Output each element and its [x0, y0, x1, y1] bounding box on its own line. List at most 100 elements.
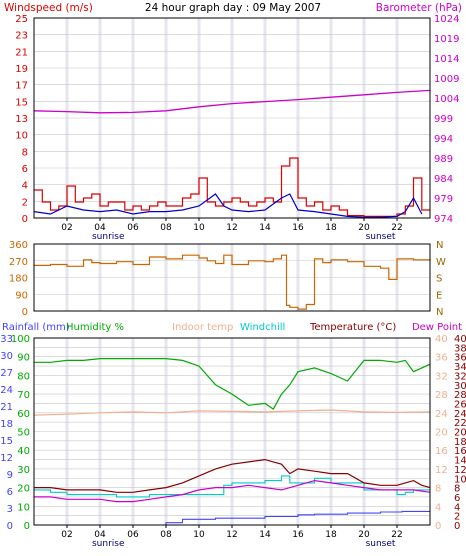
barometer-axis-label: Barometer (hPa)	[376, 2, 462, 14]
indoor-temp-tick-label: 8	[435, 484, 441, 495]
barometer-tick-label: 1009	[434, 74, 459, 85]
wind-panel-x-tick-label: 22	[391, 223, 402, 233]
temperature-tick-label: 40	[454, 334, 466, 345]
humidity-tick-label: 80	[17, 371, 30, 382]
rainfall-tick-label: 12	[0, 453, 13, 464]
indoor-temp-tick-label: 36	[435, 353, 448, 364]
gust-series	[33, 193, 423, 218]
rainfall-tick-label: 0	[7, 521, 13, 532]
temp-panel-x-tick-label: 08	[160, 530, 172, 540]
wind-panel-x-tick-label: 16	[292, 223, 304, 233]
wind-panel-x-tick-label: 20	[358, 223, 370, 233]
temp-panel-x-tick-label: 06	[127, 530, 139, 540]
direction-tick-label: 90	[15, 290, 28, 301]
temperature-tick-label: 10	[454, 474, 466, 485]
wind-panel-x-tick-label: 02	[61, 223, 72, 233]
temp-panel-x-tick-label: 14	[259, 530, 271, 540]
windspeed-tick-label: 17	[15, 81, 28, 92]
temperature-tick-label: 0	[454, 521, 460, 532]
barometer-tick-label: 999	[434, 114, 453, 125]
temperature-tick-label: 4	[454, 502, 460, 513]
temperature-tick-label: 26	[454, 399, 466, 410]
temperature-tick-label: 28	[454, 390, 466, 401]
temperature-tick-label: 24	[454, 409, 466, 420]
rainfall-tick-label: 24	[0, 385, 13, 396]
windchill-label: Windchill	[240, 322, 285, 333]
temp-panel-event-label: sunrise	[92, 539, 125, 549]
temperature-tick-label: 18	[454, 437, 466, 448]
wind-panel-x-tick-label: 14	[259, 223, 271, 233]
barometer-tick-label: 984	[434, 174, 453, 185]
temperature-tick-label: 8	[454, 484, 460, 495]
temperature-tick-label: 16	[454, 446, 466, 457]
indoor-temp-series	[33, 409, 431, 416]
direction-tick-label: 0	[22, 307, 28, 318]
windspeed-tick-label: 21	[15, 47, 28, 58]
barometer-tick-label: 994	[434, 134, 453, 145]
windspeed-tick-label: 0	[22, 214, 28, 225]
rainfall-tick-label: 27	[0, 368, 13, 379]
indoor-temp-tick-label: 32	[435, 371, 448, 382]
windspeed-tick-label: 19	[15, 64, 28, 75]
temperature-tick-label: 36	[454, 353, 466, 364]
temp-panel-x-tick-label: 22	[391, 530, 402, 540]
rainfall-tick-label: 15	[0, 436, 13, 447]
temp-panel-event-label: sunset	[366, 539, 396, 549]
humidity-tick-label: 70	[17, 390, 30, 401]
wind-panel-x-tick-label: 04	[94, 223, 106, 233]
temperature-tick-label: 22	[454, 418, 466, 429]
humidity-label: Humidity %	[66, 322, 124, 333]
windspeed-tick-label: 8	[22, 147, 28, 158]
indoor-temp-tick-label: 0	[435, 521, 441, 532]
windspeed-tick-label: 4	[22, 181, 28, 192]
indoor-temp-tick-label: 40	[435, 334, 448, 345]
rainfall-tick-label: 33	[0, 334, 13, 345]
humidity-series	[34, 358, 431, 410]
humidity-tick-label: 0	[24, 521, 30, 532]
barometer-tick-label: 1024	[434, 14, 459, 25]
humidity-tick-label: 30	[17, 465, 30, 476]
indoor-temp-tick-label: 12	[435, 465, 448, 476]
direction-panel-frame	[33, 243, 431, 312]
temp-panel-x-tick-label: 16	[292, 530, 304, 540]
compass-tick-label: E	[436, 290, 442, 301]
direction-tick-label: 360	[9, 240, 28, 251]
compass-tick-label: W	[436, 257, 446, 268]
dew-point-label: Dew Point	[412, 322, 462, 333]
windspeed-tick-label: 15	[15, 97, 28, 108]
temp-panel-x-tick-label: 02	[61, 530, 72, 540]
direction-tick-label: 270	[9, 257, 28, 268]
temperature-tick-label: 6	[454, 493, 460, 504]
barometer-tick-label: 989	[434, 154, 453, 165]
humidity-tick-label: 50	[17, 428, 30, 439]
wind-panel-x-tick-label: 18	[325, 223, 337, 233]
windspeed-tick-label: 25	[15, 14, 28, 25]
compass-tick-label: S	[436, 274, 442, 285]
temperature-tick-label: 30	[454, 381, 466, 392]
temperature-tick-label: 34	[454, 362, 466, 373]
windchill-series	[34, 475, 430, 498]
barometer-tick-label: 979	[434, 194, 453, 205]
temp-panel-x-tick-label: 18	[325, 530, 337, 540]
barometer-tick-label: 974	[434, 214, 453, 225]
indoor-temp-tick-label: 24	[435, 409, 448, 420]
temperature-tick-label: 14	[454, 456, 466, 467]
indoor-temp-tick-label: 4	[435, 502, 441, 513]
rainfall-tick-label: 9	[7, 470, 13, 481]
rainfall-label: Rainfall (mm)	[2, 322, 70, 333]
windspeed-tick-label: 10	[15, 131, 28, 142]
barometer-tick-label: 1019	[434, 34, 459, 45]
temp-panel-x-tick-label: 04	[94, 530, 106, 540]
temp-panel-x-tick-label: 20	[358, 530, 370, 540]
wind-direction-series	[34, 254, 431, 310]
temperature-tick-label: 2	[454, 512, 460, 523]
temperature-series	[34, 458, 431, 493]
wind-panel-event-label: sunset	[366, 232, 396, 242]
direction-tick-label: 180	[9, 274, 28, 285]
wind-panel-x-tick-label: 08	[160, 223, 172, 233]
temperature-tick-label: 38	[454, 343, 466, 354]
rainfall-tick-label: 30	[0, 351, 13, 362]
windspeed-axis-label: Windspeed (m/s)	[4, 2, 93, 14]
temperature-tick-label: 12	[454, 465, 466, 476]
windspeed-tick-label: 6	[22, 164, 28, 175]
